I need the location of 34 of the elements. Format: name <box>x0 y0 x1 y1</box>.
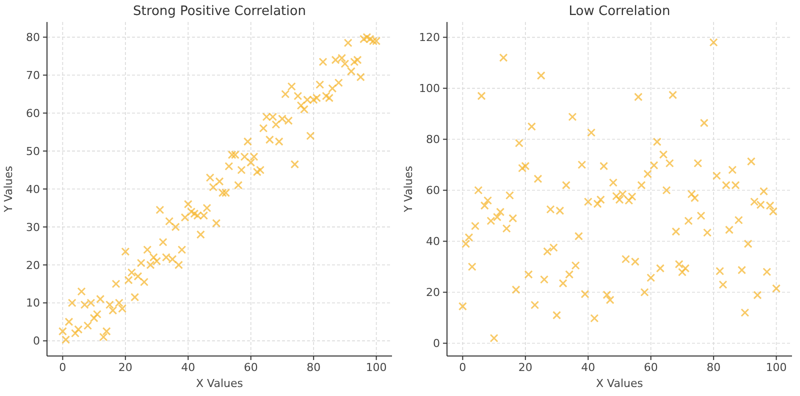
y-tick-label: 80 <box>426 133 440 146</box>
x-tick-label: 60 <box>244 361 258 374</box>
x-tick-label: 100 <box>766 361 787 374</box>
chart-title: Strong Positive Correlation <box>133 4 306 19</box>
x-tick-label: 20 <box>518 361 532 374</box>
y-tick-label: 30 <box>26 220 40 234</box>
x-tick-label: 0 <box>459 361 466 374</box>
x-tick-label: 40 <box>181 361 196 374</box>
x-tick-label: 40 <box>581 361 596 374</box>
y-tick-label: 20 <box>26 258 40 272</box>
y-tick-label: 60 <box>26 106 40 120</box>
chart-title: Low Correlation <box>568 4 670 19</box>
y-tick-label: 10 <box>26 296 40 310</box>
x-tick-label: 60 <box>644 361 658 374</box>
x-tick-label: 20 <box>118 361 132 374</box>
x-axis-title: X Values <box>596 377 644 390</box>
y-tick-label: 80 <box>26 31 40 44</box>
x-tick-label: 0 <box>59 361 66 374</box>
y-tick-label: 20 <box>426 286 440 300</box>
y-tick-label: 70 <box>26 68 40 82</box>
x-axis-title: X Values <box>196 377 244 390</box>
y-tick-label: 120 <box>419 31 440 44</box>
y-axis-title: Y Values <box>402 166 415 214</box>
y-tick-label: 0 <box>433 337 440 350</box>
x-tick-label: 80 <box>306 361 321 374</box>
y-axis-title: Y Values <box>2 166 15 214</box>
y-tick-label: 0 <box>33 334 40 348</box>
x-tick-label: 100 <box>366 361 387 374</box>
y-tick-label: 100 <box>419 82 440 96</box>
y-tick-label: 60 <box>426 184 440 198</box>
x-tick-label: 80 <box>706 361 721 374</box>
y-tick-label: 40 <box>26 182 40 196</box>
y-tick-label: 40 <box>426 235 440 248</box>
y-tick-label: 50 <box>26 144 40 158</box>
